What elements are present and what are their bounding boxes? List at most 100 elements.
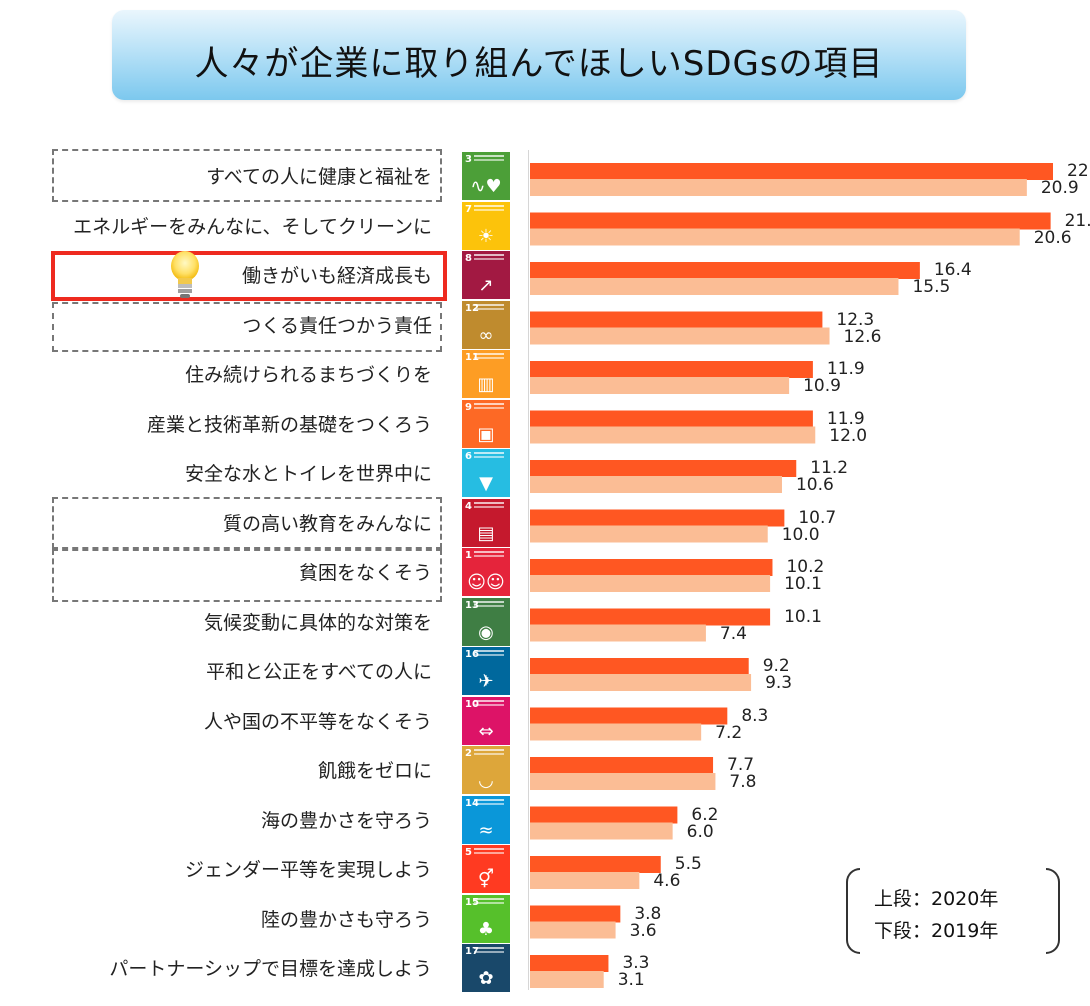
bar-2020 bbox=[530, 806, 678, 824]
value-label-2019: 6.0 bbox=[686, 821, 714, 842]
sdg-number: 15 bbox=[465, 896, 479, 908]
growth-chart-icon: ↗ bbox=[478, 275, 494, 296]
sdg-caption-lines bbox=[474, 749, 504, 751]
dashed-highlight-box bbox=[52, 149, 442, 202]
bar-2020 bbox=[530, 361, 813, 378]
sdg-3-tile: 3 ∿♥ bbox=[462, 152, 510, 200]
bar-2020 bbox=[530, 559, 773, 576]
value-label-2020: 11.2 bbox=[810, 458, 849, 478]
bar-2019 bbox=[530, 476, 782, 493]
sdg-4-tile: 4 ▤ bbox=[462, 498, 510, 547]
flower-ring-icon: ✿ bbox=[478, 968, 494, 989]
sdg-16-tile: 16 ✈ bbox=[462, 647, 510, 695]
value-label-2019: 4.6 bbox=[653, 871, 681, 891]
sdg-1-tile: 1 ☺☺ bbox=[462, 548, 510, 596]
sdg-17-tile: 17 ✿ bbox=[462, 944, 510, 992]
water-drop-icon: ▼ bbox=[479, 473, 493, 494]
bar-2019 bbox=[530, 179, 1027, 196]
value-label-2020: 12.3 bbox=[836, 309, 875, 330]
legend-bracket-right bbox=[1046, 868, 1060, 954]
chart-title: 人々が企業に取り組んでほしいSDGsの項目 bbox=[194, 44, 884, 84]
sdg-number: 4 bbox=[465, 500, 472, 512]
category-label: エネルギーをみんなに、そしてクリーンに bbox=[73, 215, 432, 238]
category-label: すべての人に健康と福祉を bbox=[206, 166, 432, 188]
category-label: 働きがいも経済成長も bbox=[241, 265, 432, 287]
value-label-2019: 10.9 bbox=[803, 376, 841, 396]
category-label: つくる責任つかう責任 bbox=[242, 314, 432, 337]
bar-2019 bbox=[530, 426, 816, 444]
value-label-2020: 22 bbox=[1067, 161, 1089, 181]
value-label-2019: 7.8 bbox=[729, 772, 757, 792]
sdg-number: 13 bbox=[465, 599, 479, 611]
value-label-2020: 10.1 bbox=[784, 606, 822, 627]
value-label-2019: 20.9 bbox=[1040, 178, 1079, 198]
sdg-number: 5 bbox=[465, 847, 472, 858]
sdg-10-tile: 10 ⇔ bbox=[462, 696, 510, 745]
sdg-number: 2 bbox=[465, 748, 472, 759]
axis-line bbox=[528, 150, 529, 990]
infinity-icon: ∞ bbox=[478, 324, 494, 346]
value-label-2020: 6.2 bbox=[691, 804, 719, 825]
sdg-9-tile: 9 ▣ bbox=[462, 399, 510, 448]
value-label-2019: 3.6 bbox=[629, 920, 657, 941]
value-label-2020: 10.2 bbox=[786, 557, 825, 577]
bar-2020 bbox=[530, 707, 728, 725]
value-label-2019: 3.1 bbox=[617, 970, 645, 990]
sdg-caption-lines bbox=[474, 650, 504, 652]
bar-2019 bbox=[530, 525, 768, 543]
bar-2019 bbox=[530, 327, 830, 345]
value-label-2020: 3.3 bbox=[622, 953, 650, 973]
bar-2020 bbox=[530, 856, 661, 873]
cubes-icon: ▣ bbox=[477, 423, 495, 445]
sdg-caption-lines bbox=[474, 303, 504, 306]
value-label-2019: 12.0 bbox=[829, 425, 868, 446]
sdg-number: 16 bbox=[465, 649, 479, 660]
gender-symbol-icon: ⚥ bbox=[477, 869, 495, 890]
sdg-number: 3 bbox=[465, 154, 472, 165]
category-label: 海の豊かさを守ろう bbox=[260, 809, 432, 832]
category-label: 陸の豊かさも守ろう bbox=[260, 908, 432, 931]
bar-2019 bbox=[530, 228, 1020, 246]
fish-icon: ≈ bbox=[478, 819, 494, 841]
dashed-highlight-box bbox=[52, 549, 442, 602]
bar-2020 bbox=[530, 311, 823, 329]
bar-2020 bbox=[530, 955, 609, 972]
bar-2020 bbox=[530, 460, 797, 477]
legend-2020: 上段：2020年 bbox=[874, 888, 999, 910]
sdg-caption-lines bbox=[474, 551, 504, 553]
value-label-2020: 11.9 bbox=[826, 359, 865, 379]
bar-2019 bbox=[530, 278, 899, 295]
sdg-number: 14 bbox=[465, 797, 479, 809]
sdg-2-tile: 2 ◡ bbox=[462, 746, 510, 794]
sdg-6-tile: 6 ▼ bbox=[462, 449, 510, 497]
sdg-number: 12 bbox=[465, 302, 479, 314]
bar-2020 bbox=[530, 608, 771, 626]
sdg-13-tile: 13 ◉ bbox=[462, 597, 510, 646]
bar-2019 bbox=[530, 575, 771, 592]
legend-2019: 下段：2019年 bbox=[874, 920, 999, 942]
sdg-number: 1 bbox=[465, 550, 472, 561]
dashed-highlight-box bbox=[52, 497, 442, 549]
sun-icon: ☀ bbox=[477, 225, 495, 247]
category-label: 平和と公正をすべての人に bbox=[206, 661, 432, 683]
bar-2019 bbox=[530, 921, 616, 939]
sdg-caption-lines bbox=[474, 501, 504, 504]
sdg-number: 8 bbox=[465, 253, 472, 264]
sdg-11-tile: 11 ▥ bbox=[462, 350, 510, 398]
sdg-caption-lines bbox=[474, 204, 504, 207]
category-label: 住み続けられるまちづくりを bbox=[184, 364, 432, 386]
value-label-2020: 9.2 bbox=[762, 656, 790, 676]
value-label-2020: 7.7 bbox=[727, 755, 755, 775]
sdg-caption-lines bbox=[474, 254, 504, 256]
category-label: パートナーシップで目標を達成しよう bbox=[109, 958, 432, 980]
earth-eye-icon: ◉ bbox=[478, 621, 494, 643]
bar-2020 bbox=[530, 905, 621, 923]
tree-icon: ♣ bbox=[477, 918, 495, 940]
sdg-caption-lines bbox=[474, 798, 504, 801]
category-label: 気候変動に具体的な対策を bbox=[203, 611, 432, 634]
bar-2020 bbox=[530, 262, 920, 279]
bar-2020 bbox=[530, 509, 785, 527]
category-label: 飢餓をゼロに bbox=[317, 760, 432, 782]
title-banner: 人々が企業に取り組んでほしいSDGsの項目 bbox=[112, 10, 966, 100]
